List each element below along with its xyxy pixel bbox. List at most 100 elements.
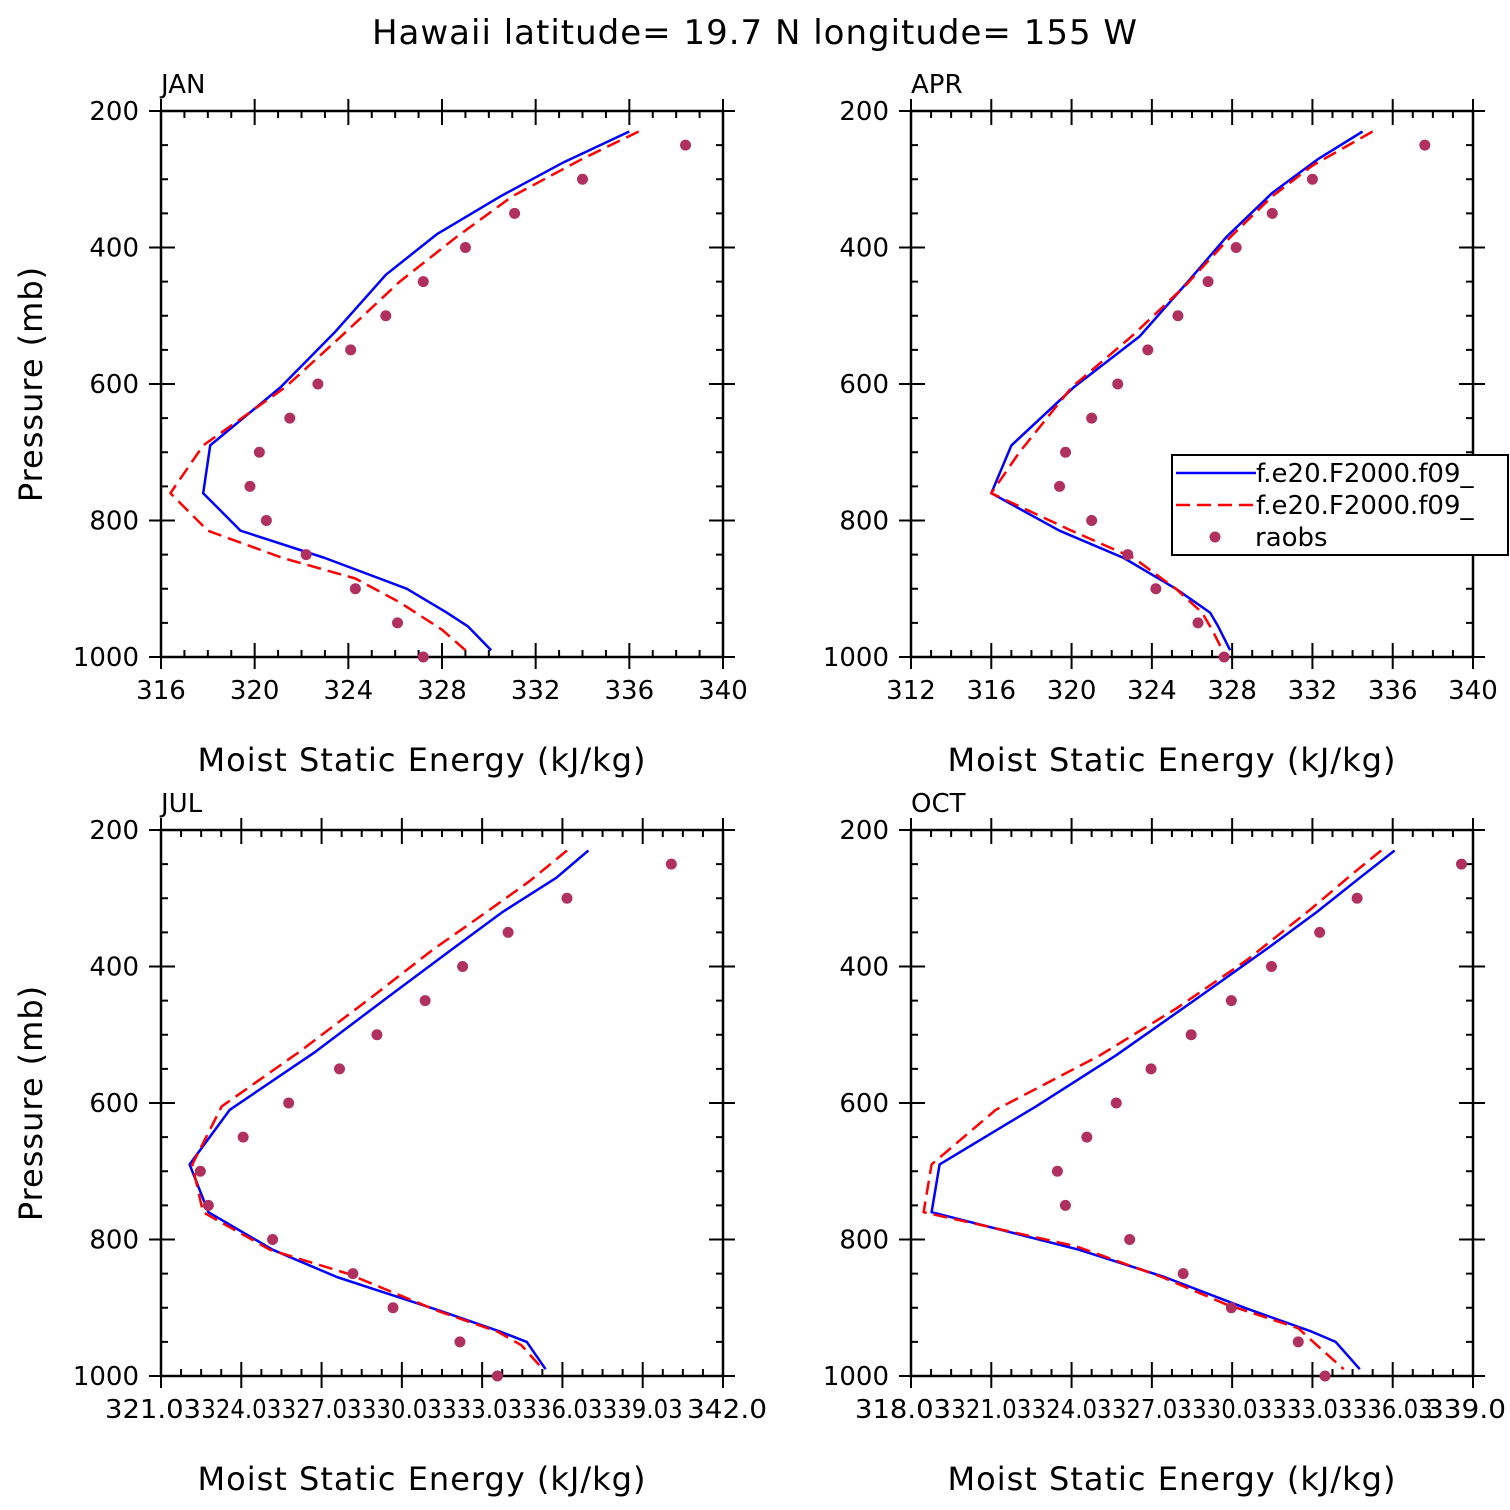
x-tick-label: 324	[324, 676, 374, 706]
panel-jul: 321.03 324.03 327.03 330.03 333.03 336.03 339.…	[12, 789, 767, 1498]
x-axis-label: Moist Static Energy (kJ/kg)	[948, 1460, 1397, 1498]
y-tick-label: 600	[839, 1089, 889, 1119]
raobs-point	[1110, 1097, 1122, 1109]
x-tick-label: 330.03	[1192, 1395, 1272, 1425]
raobs-point	[1225, 995, 1237, 1007]
y-tick-label: 1000	[823, 643, 889, 673]
raobs-point	[1059, 1199, 1071, 1211]
x-tick-label: 316	[966, 676, 1016, 706]
series-line-dashed	[990, 130, 1374, 655]
raobs-point	[387, 1302, 399, 1314]
raobs-point	[1292, 1336, 1304, 1348]
plot-frame	[159, 109, 725, 659]
raobs-point	[253, 446, 265, 458]
y-tick-label: 1000	[73, 643, 139, 673]
raobs-point	[1319, 1370, 1331, 1382]
x-axis-label: Moist Static Energy (kJ/kg)	[198, 1460, 647, 1498]
raobs-point	[1314, 926, 1326, 938]
x-tick-label: 316	[136, 676, 186, 706]
x-tick-label: 328	[417, 676, 467, 706]
x-tick-label: 327.03	[1112, 1395, 1192, 1425]
raobs-point	[509, 207, 521, 219]
raobs-point	[419, 995, 431, 1007]
y-tick-label: 800	[839, 507, 889, 537]
raobs-point	[454, 1336, 466, 1348]
legend-label: raobs	[1255, 523, 1328, 553]
raobs-point	[1150, 583, 1162, 595]
raobs-point	[1177, 1268, 1189, 1280]
x-tick-label: 339.03	[603, 1395, 683, 1425]
raobs-point	[194, 1165, 206, 1177]
raobs-point	[260, 515, 272, 526]
raobs-point	[371, 1029, 383, 1041]
y-tick-label: 800	[839, 1226, 889, 1256]
y-tick-label: 400	[839, 953, 889, 983]
x-tick-label: 330.03	[362, 1395, 442, 1425]
raobs-point	[1145, 1063, 1157, 1075]
x-tick-label: 332	[511, 676, 561, 706]
x-tick-label: 318.03	[855, 1395, 951, 1425]
raobs-point	[680, 139, 692, 151]
series-line-dashed	[169, 130, 640, 652]
raobs-point	[1086, 412, 1098, 424]
raobs-point	[1185, 1029, 1197, 1041]
raobs-point	[284, 412, 296, 424]
raobs-point	[459, 242, 471, 253]
x-axis-label: Moist Static Energy (kJ/kg)	[198, 741, 647, 779]
raobs-point	[1172, 310, 1184, 322]
y-tick-label: 200	[839, 97, 889, 127]
raobs-point	[202, 1199, 214, 1211]
raobs-point	[349, 583, 361, 595]
y-tick-label: 200	[89, 97, 139, 127]
raobs-point	[1202, 276, 1214, 288]
raobs-point	[561, 892, 573, 904]
x-tick-label: 336	[1368, 676, 1418, 706]
y-tick-label: 400	[839, 234, 889, 264]
raobs-point	[502, 926, 514, 938]
series-line-solid	[930, 849, 1396, 1371]
raobs-point	[1060, 446, 1072, 458]
y-tick-label: 800	[89, 1226, 139, 1256]
y-tick-label: 600	[89, 370, 139, 400]
y-tick-label: 600	[839, 370, 889, 400]
raobs-point	[345, 344, 357, 356]
y-tick-label: 200	[839, 816, 889, 846]
x-tick-label: 328	[1207, 676, 1257, 706]
plot-frame	[909, 109, 1475, 659]
series-line-solid	[201, 130, 630, 652]
raobs-point	[1051, 1165, 1063, 1177]
raobs-point	[491, 1370, 503, 1382]
x-tick-label: 336	[605, 676, 655, 706]
raobs-point	[1112, 378, 1124, 390]
raobs-point	[1306, 173, 1318, 185]
panel-title: JUL	[159, 789, 203, 819]
raobs-point	[1086, 515, 1098, 526]
raobs-point	[577, 173, 588, 185]
raobs-point	[1124, 1234, 1136, 1245]
x-tick-label: 332	[1288, 676, 1338, 706]
raobs-point	[1419, 139, 1431, 151]
y-tick-label: 800	[89, 507, 139, 537]
raobs-point	[1142, 344, 1154, 356]
x-tick-label: 321.03	[951, 1395, 1031, 1425]
plot-frame	[909, 828, 1475, 1378]
raobs-point	[347, 1268, 359, 1280]
raobs-point	[1218, 651, 1230, 663]
x-tick-label: 333.03	[1272, 1395, 1352, 1425]
x-tick-label: 333.03	[442, 1395, 522, 1425]
raobs-point	[417, 276, 429, 288]
y-axis-label: Pressure (mb)	[12, 985, 50, 1221]
raobs-point	[1192, 617, 1204, 629]
raobs-point	[334, 1063, 346, 1075]
raobs-point	[380, 310, 392, 322]
x-tick-label: 342.0	[687, 1395, 767, 1425]
y-tick-label: 1000	[73, 1362, 139, 1392]
raobs-point	[244, 480, 256, 492]
raobs-point	[1455, 858, 1467, 870]
raobs-point	[1054, 480, 1066, 492]
y-tick-label: 400	[89, 953, 139, 983]
x-tick-label: 340	[698, 676, 748, 706]
y-axis-label: Pressure (mb)	[12, 266, 50, 502]
panel-oct: 318.03 321.03 324.03 327.03 330.03 333.03 336.…	[823, 789, 1506, 1498]
